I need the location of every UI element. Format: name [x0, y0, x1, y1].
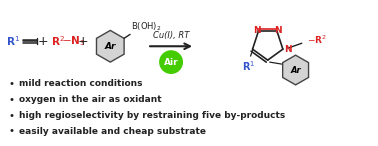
- Polygon shape: [283, 55, 308, 85]
- Text: Cu(I), RT: Cu(I), RT: [153, 31, 189, 40]
- Text: +: +: [37, 35, 48, 48]
- Text: R$^1$: R$^1$: [6, 34, 20, 48]
- Text: +: +: [78, 35, 89, 48]
- Text: N: N: [274, 26, 282, 35]
- Text: N: N: [254, 26, 261, 35]
- Text: R$^1$: R$^1$: [242, 59, 255, 73]
- Polygon shape: [96, 30, 124, 62]
- Text: high regioselectivity by restraining five by-products: high regioselectivity by restraining fiv…: [19, 111, 285, 120]
- Text: •: •: [9, 79, 15, 89]
- Text: $-$R$^2$: $-$R$^2$: [307, 34, 327, 46]
- Text: Ar: Ar: [290, 66, 301, 74]
- Circle shape: [159, 50, 183, 74]
- Text: Air: Air: [164, 58, 178, 67]
- Text: N: N: [284, 45, 291, 54]
- Text: mild reaction conditions: mild reaction conditions: [19, 79, 142, 88]
- Text: R$^2$: R$^2$: [51, 34, 64, 48]
- Text: easily available and cheap substrate: easily available and cheap substrate: [19, 127, 206, 136]
- Text: oxygen in the air as oxidant: oxygen in the air as oxidant: [19, 95, 161, 104]
- Text: Ar: Ar: [105, 42, 116, 51]
- Text: •: •: [9, 95, 15, 105]
- Text: $-$N$_3$: $-$N$_3$: [62, 34, 86, 48]
- Text: B(OH)$_2$: B(OH)$_2$: [131, 21, 161, 33]
- Text: •: •: [9, 126, 15, 137]
- Text: •: •: [9, 111, 15, 121]
